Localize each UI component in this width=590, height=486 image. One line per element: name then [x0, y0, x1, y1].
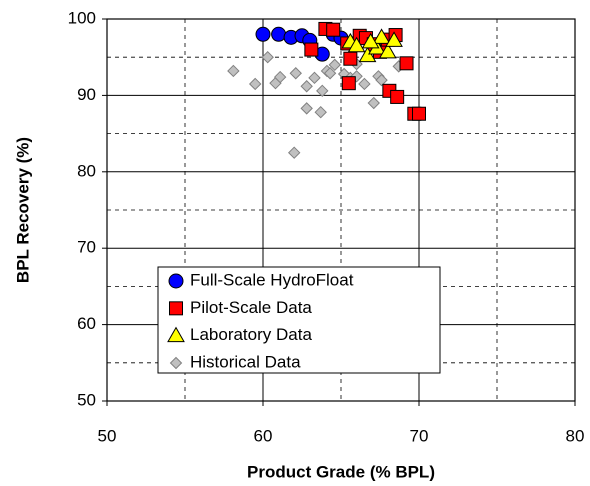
plot-frame [106, 18, 576, 402]
y-tick-label: 80 [77, 161, 96, 180]
legend-label: Laboratory Data [190, 325, 312, 344]
x-tick-label: 80 [566, 426, 585, 445]
point [255, 26, 271, 42]
point [367, 96, 380, 110]
legend-marker [169, 301, 183, 316]
y-tick-label: 60 [77, 314, 96, 333]
point [358, 46, 377, 63]
point [314, 106, 327, 119]
y-tick-label: 50 [77, 390, 96, 409]
point [399, 56, 414, 71]
point [343, 51, 358, 66]
point [341, 76, 356, 91]
x-tick-label: 60 [254, 426, 273, 445]
point [316, 84, 329, 98]
point [378, 42, 397, 59]
y-tick-label: 100 [68, 8, 96, 27]
legend-box [157, 266, 441, 374]
point [304, 42, 319, 57]
point [287, 146, 301, 159]
point [347, 36, 366, 53]
x-tick-label: 50 [98, 426, 117, 445]
legend-marker [169, 356, 183, 370]
legend-marker [168, 273, 184, 289]
point [375, 73, 388, 87]
point [390, 89, 405, 104]
point [412, 106, 426, 121]
legend-marker [167, 326, 185, 343]
point [300, 80, 313, 93]
point [372, 28, 391, 44]
x-axis-label: Product Grade (% BPL) [247, 462, 435, 481]
point [308, 71, 321, 85]
point [300, 102, 313, 115]
point [271, 26, 287, 42]
point [361, 32, 380, 49]
legend-label: Pilot-Scale Data [190, 298, 312, 317]
point [248, 77, 262, 91]
point [289, 67, 302, 80]
point [328, 58, 341, 72]
point [385, 31, 403, 47]
y-tick-label: 70 [77, 238, 96, 257]
point [261, 50, 274, 64]
point [323, 67, 337, 80]
point [273, 70, 287, 84]
point [227, 64, 240, 78]
y-axis-label: BPL Recovery (%) [13, 137, 32, 283]
y-tick-label: 90 [77, 85, 96, 104]
legend-label: Full-Scale HydroFloat [190, 270, 354, 289]
legend-label: Historical Data [190, 352, 301, 371]
point [326, 22, 341, 37]
x-tick-label: 70 [410, 426, 429, 445]
point [358, 77, 371, 91]
